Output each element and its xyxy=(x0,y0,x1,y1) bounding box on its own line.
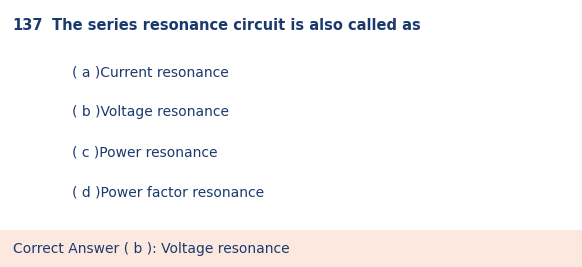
Text: Correct Answer ( b ): Voltage resonance: Correct Answer ( b ): Voltage resonance xyxy=(13,241,290,256)
Text: The series resonance circuit is also called as: The series resonance circuit is also cal… xyxy=(52,18,421,33)
Text: 137: 137 xyxy=(12,18,42,33)
Text: ( c )Power resonance: ( c )Power resonance xyxy=(72,145,218,159)
Text: ( d )Power factor resonance: ( d )Power factor resonance xyxy=(72,185,264,199)
Text: ( a )Current resonance: ( a )Current resonance xyxy=(72,65,229,79)
Text: ( b )Voltage resonance: ( b )Voltage resonance xyxy=(72,105,229,119)
Bar xyxy=(0,230,582,267)
